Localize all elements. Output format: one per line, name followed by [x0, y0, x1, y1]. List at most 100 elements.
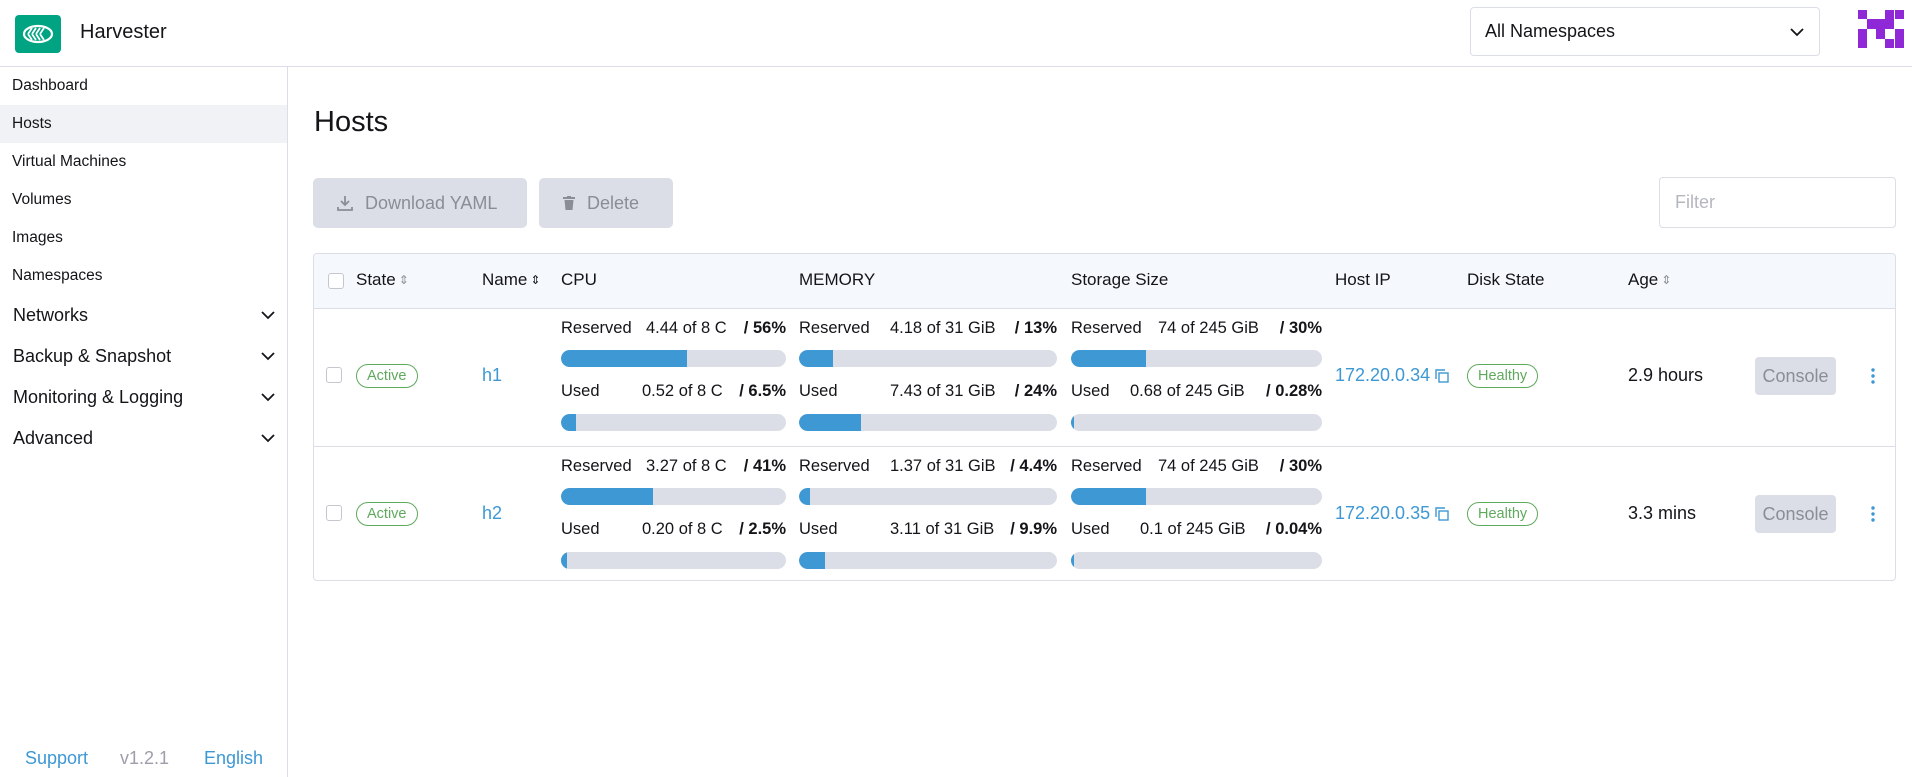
column-header-name[interactable]: Name ⇕ [482, 270, 540, 290]
sidebar-item-dashboard[interactable]: Dashboard [0, 67, 287, 105]
bar-fill [1071, 350, 1147, 367]
metric-label: Used [561, 520, 600, 538]
hosts-table: State ⇕ Name ⇕ CPU MEMORY Storage Size H… [313, 253, 1896, 581]
metric-percent: / 56% [743, 319, 786, 337]
bar-fill [799, 414, 861, 431]
column-label: MEMORY [799, 270, 876, 289]
bar-fill [1071, 414, 1074, 431]
download-yaml-button[interactable]: Download YAML [313, 178, 527, 228]
status-badge: Active [356, 502, 418, 526]
filter-input[interactable] [1659, 177, 1896, 228]
bar-fill [799, 488, 811, 505]
storage-reserved-bar [1071, 488, 1322, 505]
storage-used-bar [1071, 414, 1322, 431]
page-title: Hosts [314, 106, 389, 138]
download-icon [337, 196, 353, 211]
column-header-state[interactable]: State ⇕ [356, 270, 409, 290]
metric-value: 74 of 245 GiB [1158, 319, 1259, 337]
harvester-logo-icon[interactable] [15, 15, 61, 53]
console-button[interactable]: Console [1755, 357, 1836, 395]
sidebar-group-monitoring-logging[interactable]: Monitoring & Logging [0, 377, 287, 418]
metric-percent: / 13% [1014, 319, 1057, 337]
disk-state-badge: Healthy [1467, 364, 1539, 388]
sidebar-item-label: Virtual Machines [12, 153, 127, 170]
cpu-reserved-bar [561, 488, 786, 505]
support-link[interactable]: Support [25, 747, 89, 768]
sidebar: Dashboard Hosts Virtual Machines Volumes… [0, 67, 288, 777]
cpu-used-bar [561, 414, 786, 431]
sidebar-item-hosts[interactable]: Hosts [0, 105, 287, 143]
delete-label: Delete [587, 192, 640, 213]
column-label: Storage Size [1071, 270, 1169, 289]
host-name-link[interactable]: h2 [482, 503, 503, 523]
trash-icon [563, 196, 575, 210]
app-title: Harvester [80, 21, 167, 43]
metric-value: 0.68 of 245 GiB [1130, 382, 1245, 400]
metric-percent: / 0.04% [1266, 520, 1322, 538]
metric-value: 3.27 of 8 C [646, 457, 727, 475]
console-button[interactable]: Console [1755, 495, 1836, 533]
sidebar-group-advanced[interactable]: Advanced [0, 418, 287, 459]
memory-used-line: Used 7.43 of 31 GiB / 24% [799, 382, 1057, 404]
sidebar-item-label: Images [12, 229, 63, 246]
host-ip-link[interactable]: 172.20.0.34 [1335, 365, 1450, 386]
cpu-reserved-bar [561, 350, 786, 367]
chevron-down-icon [261, 393, 275, 402]
memory-reserved-line: Reserved 4.18 of 31 GiB / 13% [799, 319, 1057, 341]
more-actions-icon[interactable] [1863, 362, 1883, 390]
column-label: Age [1628, 270, 1659, 289]
sidebar-group-label: Backup & Snapshot [13, 346, 172, 366]
delete-button[interactable]: Delete [539, 178, 673, 228]
sidebar-item-volumes[interactable]: Volumes [0, 181, 287, 219]
metric-percent: / 0.28% [1266, 382, 1322, 400]
copy-icon[interactable] [1434, 506, 1450, 522]
memory-reserved-bar [799, 488, 1057, 505]
sidebar-item-virtual-machines[interactable]: Virtual Machines [0, 143, 287, 181]
age-value: 3.3 mins [1628, 503, 1697, 523]
metric-label: Used [1071, 382, 1110, 400]
metric-percent: / 30% [1279, 457, 1322, 475]
metric-percent: / 4.4% [1010, 457, 1057, 475]
table-row: Active h2 Reserved 3.27 of 8 C / 41% Use… [314, 446, 1895, 582]
sidebar-group-backup-snapshot[interactable]: Backup & Snapshot [0, 336, 287, 377]
user-avatar-icon[interactable] [1858, 10, 1904, 48]
column-label: Host IP [1335, 270, 1391, 289]
column-header-age[interactable]: Age ⇕ [1628, 270, 1671, 290]
row-checkbox[interactable] [326, 505, 342, 521]
host-ip-text: 172.20.0.35 [1335, 503, 1431, 523]
select-all-checkbox[interactable] [328, 273, 344, 289]
namespace-select[interactable]: All Namespaces [1470, 7, 1820, 56]
column-header-memory: MEMORY [799, 270, 875, 290]
storage-used-line: Used 0.68 of 245 GiB / 0.28% [1071, 382, 1322, 404]
namespace-select-value: All Namespaces [1485, 21, 1616, 41]
storage-used-line: Used 0.1 of 245 GiB / 0.04% [1071, 520, 1322, 542]
sidebar-item-images[interactable]: Images [0, 219, 287, 257]
metric-label: Reserved [1071, 319, 1142, 337]
age-value: 2.9 hours [1628, 365, 1704, 385]
row-checkbox[interactable] [326, 367, 342, 383]
chevron-down-icon [1790, 27, 1804, 36]
metric-label: Reserved [561, 319, 632, 337]
sidebar-footer: Support v1.2.1 English [0, 743, 288, 773]
cpu-reserved-line: Reserved 3.27 of 8 C / 41% [561, 457, 786, 479]
host-ip-link[interactable]: 172.20.0.35 [1335, 503, 1450, 524]
more-actions-icon[interactable] [1863, 500, 1883, 528]
bar-fill [561, 552, 567, 569]
version-label: v1.2.1 [120, 747, 170, 768]
sidebar-item-namespaces[interactable]: Namespaces [0, 257, 287, 295]
language-selector[interactable]: English [204, 747, 264, 768]
column-header-storage: Storage Size [1071, 270, 1168, 290]
cpu-used-bar [561, 552, 786, 569]
host-name-link[interactable]: h1 [482, 365, 503, 385]
metric-percent: / 9.9% [1010, 520, 1057, 538]
sidebar-group-networks[interactable]: Networks [0, 295, 287, 336]
download-yaml-label: Download YAML [365, 192, 498, 213]
metric-percent: / 24% [1014, 382, 1057, 400]
memory-reserved-bar [799, 350, 1057, 367]
sort-icon: ⇕ [1661, 273, 1672, 287]
metric-label: Used [561, 382, 600, 400]
copy-icon[interactable] [1434, 368, 1450, 384]
metric-value: 0.1 of 245 GiB [1140, 520, 1246, 538]
column-header-cpu: CPU [561, 270, 597, 290]
disk-state-badge: Healthy [1467, 502, 1539, 526]
